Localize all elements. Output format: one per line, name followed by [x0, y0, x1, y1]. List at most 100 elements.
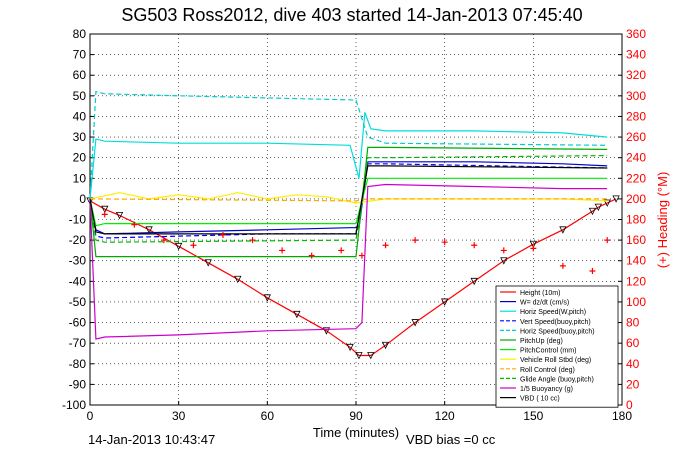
legend-entry: W= dz/dt (cm/s): [520, 300, 569, 307]
left-tick-label: -100: [62, 398, 86, 412]
right-tick-label: 200: [626, 192, 646, 206]
heading-point: [604, 237, 611, 244]
series-marker: [115, 211, 124, 220]
series-11: [89, 165, 608, 235]
left-tick-label: 10: [73, 171, 87, 185]
x-axis-ticks: 0 30 60 90 120 150 180: [87, 401, 632, 423]
series-2: [89, 112, 608, 199]
right-tick-label: 80: [626, 316, 640, 330]
left-tick-label: -20: [69, 233, 87, 247]
left-tick-label: -30: [69, 254, 87, 268]
right-tick-label: 180: [626, 213, 646, 227]
legend-entry: Glide Angle (buoy,pitch): [520, 376, 594, 383]
series-marker: [346, 343, 354, 352]
right-tick-label: 20: [626, 377, 640, 391]
x-tick-label: 60: [261, 409, 275, 423]
series-line: [89, 165, 608, 235]
left-tick-label: -80: [69, 357, 87, 371]
heading-point: [308, 252, 315, 259]
legend-entry: PitchUp (deg): [520, 338, 563, 345]
right-tick-label: 280: [626, 109, 646, 123]
left-axis-ticks: -100-90-80-70-60-50-40-30-20-10010203040…: [62, 27, 94, 412]
series-line: [89, 112, 608, 199]
series-line: [89, 177, 608, 227]
right-tick-label: 220: [626, 171, 646, 185]
heading-point: [190, 242, 197, 249]
heading-point: [471, 242, 478, 249]
left-tick-label: 30: [73, 130, 87, 144]
vbd-bias: VBD bias =0 cc: [406, 432, 496, 447]
grid: [90, 34, 622, 405]
heading-point: [500, 247, 507, 254]
series-marker: [101, 205, 109, 214]
right-tick-label: 60: [626, 336, 640, 350]
heading-point: [131, 221, 138, 228]
heading-point: [249, 237, 256, 244]
left-tick-label: 80: [73, 27, 87, 41]
heading-point: [101, 211, 108, 218]
series-line: [89, 183, 608, 340]
right-tick-label: 320: [626, 68, 646, 82]
heading-point: [279, 247, 286, 254]
series-line: [89, 146, 608, 258]
x-tick-label: 90: [349, 409, 363, 423]
series-marker: [145, 226, 153, 234]
left-tick-label: 0: [79, 192, 86, 206]
series-9: [89, 155, 608, 243]
series-marker: [612, 195, 620, 203]
series-4: [89, 90, 608, 199]
legend-entry: VBD ( 10 cc): [520, 396, 560, 403]
legend-entry: Vert Speed(buoy,pitch): [520, 319, 591, 326]
left-tick-label: 60: [73, 68, 87, 82]
left-tick-label: 50: [73, 89, 87, 103]
heading-point: [338, 247, 345, 254]
series-marker: [263, 294, 271, 302]
left-tick-label: -90: [69, 377, 87, 391]
legend-entry: 1/5 Buoyancy (g): [520, 386, 573, 393]
x-tick-label: 150: [523, 409, 543, 423]
series-marker: [529, 240, 537, 249]
left-tick-label: -70: [69, 336, 87, 350]
series-marker: [470, 277, 478, 286]
right-tick-label: 240: [626, 151, 646, 165]
heading-point: [559, 262, 566, 269]
x-tick-label: 180: [612, 409, 632, 423]
left-tick-label: -10: [69, 213, 87, 227]
right-tick-label: 160: [626, 233, 646, 247]
series-marker: [559, 226, 567, 234]
series-0: [86, 195, 620, 360]
x-axis-label: Time (minutes): [313, 425, 399, 440]
heading-point: [220, 231, 226, 238]
series-marker: [175, 242, 183, 251]
heading-point: [530, 245, 537, 252]
series-marker: [441, 298, 449, 306]
series-marker: [355, 352, 363, 360]
heading-point: [441, 239, 448, 246]
right-tick-label: 360: [626, 27, 646, 41]
legend-box: [495, 285, 619, 408]
left-tick-label: -40: [69, 274, 87, 288]
right-axis-ticks: 0 20 40 60 80 100 120 140 160 180 200 220 240 260 280 3…: [618, 27, 646, 412]
heading-point: [589, 268, 596, 275]
right-tick-label: 40: [626, 357, 640, 371]
series-line: [89, 155, 608, 243]
series-marker: [204, 259, 212, 267]
series-marker: [411, 319, 419, 327]
right-tick-label: 340: [626, 48, 646, 62]
series-marker: [367, 352, 375, 360]
series-line: [89, 198, 617, 357]
legend-entry: Height (10m): [520, 290, 560, 297]
series-10: [89, 183, 608, 340]
x-tick-label: 30: [172, 409, 186, 423]
left-tick-label: -50: [69, 295, 87, 309]
series-5: [89, 146, 608, 258]
legend-entry: PitchControl (mm): [520, 348, 576, 355]
right-tick-label: 120: [626, 274, 646, 288]
legend: Height (10m) W= dz/dt (cm/s) Horiz Speed(W…: [495, 285, 619, 408]
series-line: [89, 90, 608, 199]
series-marker: [322, 327, 331, 335]
right-tick-label: 100: [626, 295, 646, 309]
right-tick-label: 0: [626, 398, 633, 412]
heading-point: [382, 242, 389, 249]
